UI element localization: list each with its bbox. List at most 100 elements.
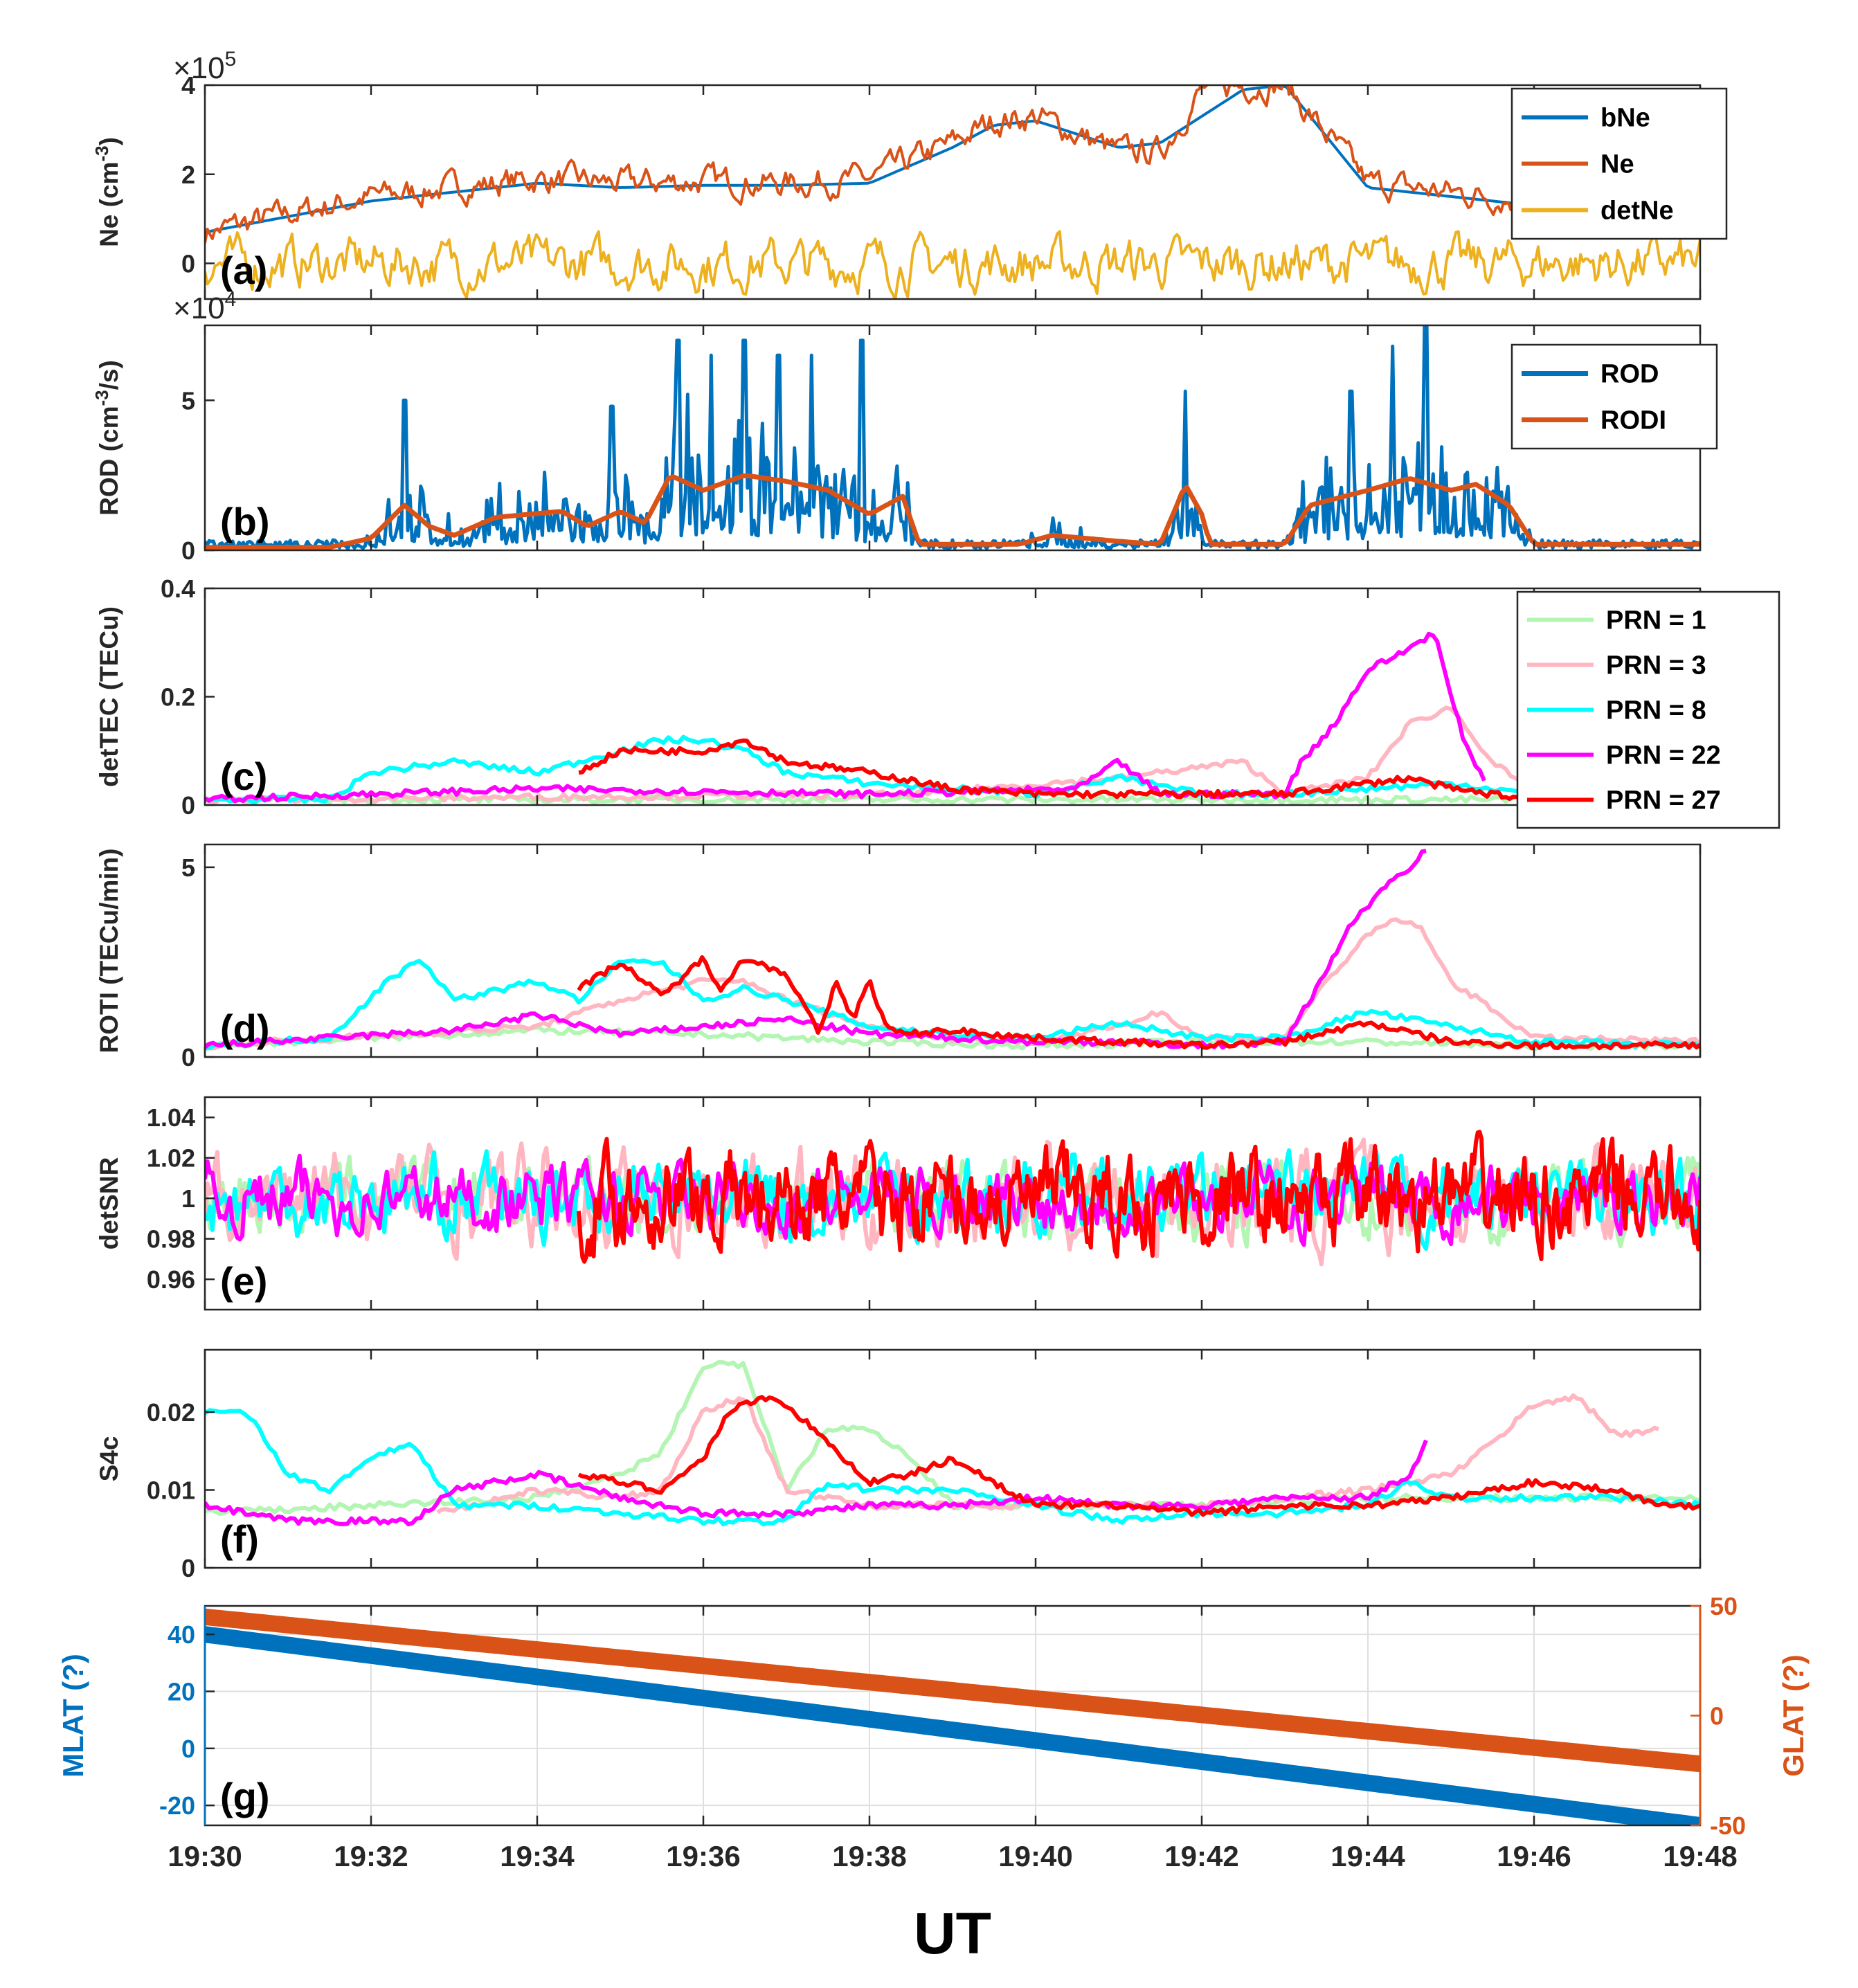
series-group-a [205, 85, 1700, 299]
panel-label: (g) [220, 1775, 270, 1818]
series-prn-27 [578, 738, 1700, 805]
y-right-axis-label: GLAT (?) [1777, 1654, 1810, 1777]
series-group-f [205, 1360, 1700, 1527]
legend-label-prn-27: PRN = 27 [1606, 786, 1721, 815]
y-right-tick-label: 50 [1710, 1592, 1738, 1620]
y-tick-label: 1.02 [147, 1144, 195, 1173]
axes-box [204, 1096, 1702, 1311]
legend-label-prn-3: PRN = 3 [1606, 651, 1706, 680]
series-group-b [205, 325, 1700, 550]
y-tick-label: 0 [181, 1043, 195, 1072]
series-prn-27 [577, 955, 1700, 1051]
y-tick-label: 0 [181, 1735, 195, 1763]
panel-g: -20 0 20 40 -50 0 50 GLAT (?) MLAT (?) (g) [57, 1592, 1810, 1840]
legend-label-rod: ROD [1600, 360, 1659, 389]
y-tick-label: 0 [181, 250, 195, 278]
y-tick-label: 0 [181, 791, 195, 820]
x-tick-label: 19:44 [1331, 1840, 1405, 1872]
x-tick-label: 19:40 [998, 1840, 1072, 1872]
y-axis-label: ROD (cm-3/s) [91, 360, 123, 516]
panel-label: (c) [220, 754, 267, 798]
y-tick-label: -20 [159, 1791, 195, 1820]
x-tick-label: 19:34 [500, 1840, 575, 1872]
y-tick-label: 0 [181, 1554, 195, 1582]
y-axis-label: detTEC (TECu) [95, 606, 123, 787]
y-axis-label: S4c [95, 1436, 123, 1482]
y-multiplier: ×105 [173, 48, 236, 85]
series-group-d [205, 849, 1700, 1051]
y-multiplier: ×104 [173, 288, 236, 325]
series-group-g [205, 1608, 1700, 1825]
y-tick-label: 0.98 [147, 1225, 195, 1254]
panel-e: 0.96 0.98 1 1.02 1.04 detSNR (e) [95, 1096, 1702, 1311]
legend-label-detne: detNe [1600, 197, 1674, 226]
legend: ROD RODI [1510, 343, 1718, 450]
panel-f: 0 0.01 0.02 S4c (f) [95, 1348, 1702, 1582]
y-tick-label: 0.01 [147, 1476, 195, 1505]
y-axis-label: detSNR [95, 1157, 123, 1250]
y-tick-label: 4 [181, 71, 195, 100]
series-detne [205, 230, 1700, 299]
axes-box [204, 843, 1702, 1058]
series-prn-8 [205, 958, 1700, 1051]
legend-label-ne: Ne [1600, 150, 1634, 179]
legend: PRN = 1 PRN = 3 PRN = 8 PRN = 22 PRN = 27 [1516, 590, 1780, 829]
series-group-e [205, 1130, 1700, 1267]
panel-label: (d) [220, 1006, 270, 1050]
y-tick-label: 2 [181, 161, 195, 189]
axes-box [204, 1348, 1702, 1569]
x-tick-label: 19:48 [1663, 1840, 1737, 1872]
legend-label-rodi: RODI [1600, 406, 1666, 435]
x-tick-label: 19:42 [1164, 1840, 1238, 1872]
y-tick-label: 1 [181, 1184, 195, 1213]
x-tick-label: 19:32 [334, 1840, 408, 1872]
y-tick-label: 5 [181, 386, 195, 415]
y-right-tick-label: 0 [1710, 1702, 1724, 1731]
series-rod [205, 325, 1700, 550]
legend-box [1510, 343, 1718, 450]
y-tick-label: 40 [168, 1620, 195, 1649]
y-axis-label: MLAT (?) [57, 1654, 89, 1778]
y-axis-label: Ne (cm-3) [91, 137, 123, 247]
y-tick-label: 1.04 [147, 1103, 195, 1132]
panel-label: (a) [220, 248, 267, 292]
panel-label: (f) [220, 1517, 259, 1561]
legend-label-prn-1: PRN = 1 [1606, 606, 1706, 635]
panel-label: (e) [220, 1259, 267, 1303]
series-rodi [205, 473, 1700, 550]
y-tick-label: 0.4 [161, 575, 195, 603]
y-tick-label: 0.2 [161, 683, 195, 712]
y-tick-label: 0.02 [147, 1398, 195, 1427]
x-axis-label: UT [914, 1901, 991, 1966]
y-axis-label: ROTI (TECu/min) [95, 849, 123, 1054]
x-tick-label: 19:38 [832, 1840, 906, 1872]
panel-d: 0 5 ROTI (TECu/min) (d) [95, 843, 1702, 1072]
series-ne [205, 85, 1700, 244]
series-prn-22 [205, 849, 1427, 1050]
x-tick-label: 19:46 [1497, 1840, 1571, 1872]
series-group-c [205, 631, 1700, 805]
legend: bNe Ne detNe [1510, 87, 1728, 240]
y-right-tick-label: -50 [1710, 1811, 1746, 1840]
y-tick-label: 0 [181, 536, 195, 565]
legend-label-prn-22: PRN = 22 [1606, 741, 1721, 770]
series-bne [205, 85, 1700, 234]
legend-label-prn-8: PRN = 8 [1606, 696, 1706, 725]
x-tick-label: 19:36 [666, 1840, 740, 1872]
panel-b: 0 5 ROD (cm-3/s) ×104 (b) ROD RODI [91, 288, 1718, 565]
series-mlat [205, 1626, 1700, 1825]
series-prn-27 [577, 1130, 1700, 1264]
series-prn-27 [577, 1395, 1700, 1517]
y-tick-label: 5 [181, 853, 195, 882]
x-axis: 19:30 19:32 19:34 19:36 19:38 19:40 19:42 19:44… [168, 1840, 1737, 1966]
axes-box [204, 587, 1702, 806]
panel-label: (b) [220, 500, 270, 543]
series-glat [205, 1608, 1700, 1773]
x-tick-label: 19:30 [168, 1840, 242, 1872]
series-prn-22 [205, 1439, 1428, 1527]
y-tick-label: 20 [168, 1678, 195, 1706]
panel-a: 0 2 4 Ne (cm-3) ×105 (a) bNe Ne detNe [91, 48, 1728, 300]
legend-label-bne: bNe [1600, 104, 1650, 133]
